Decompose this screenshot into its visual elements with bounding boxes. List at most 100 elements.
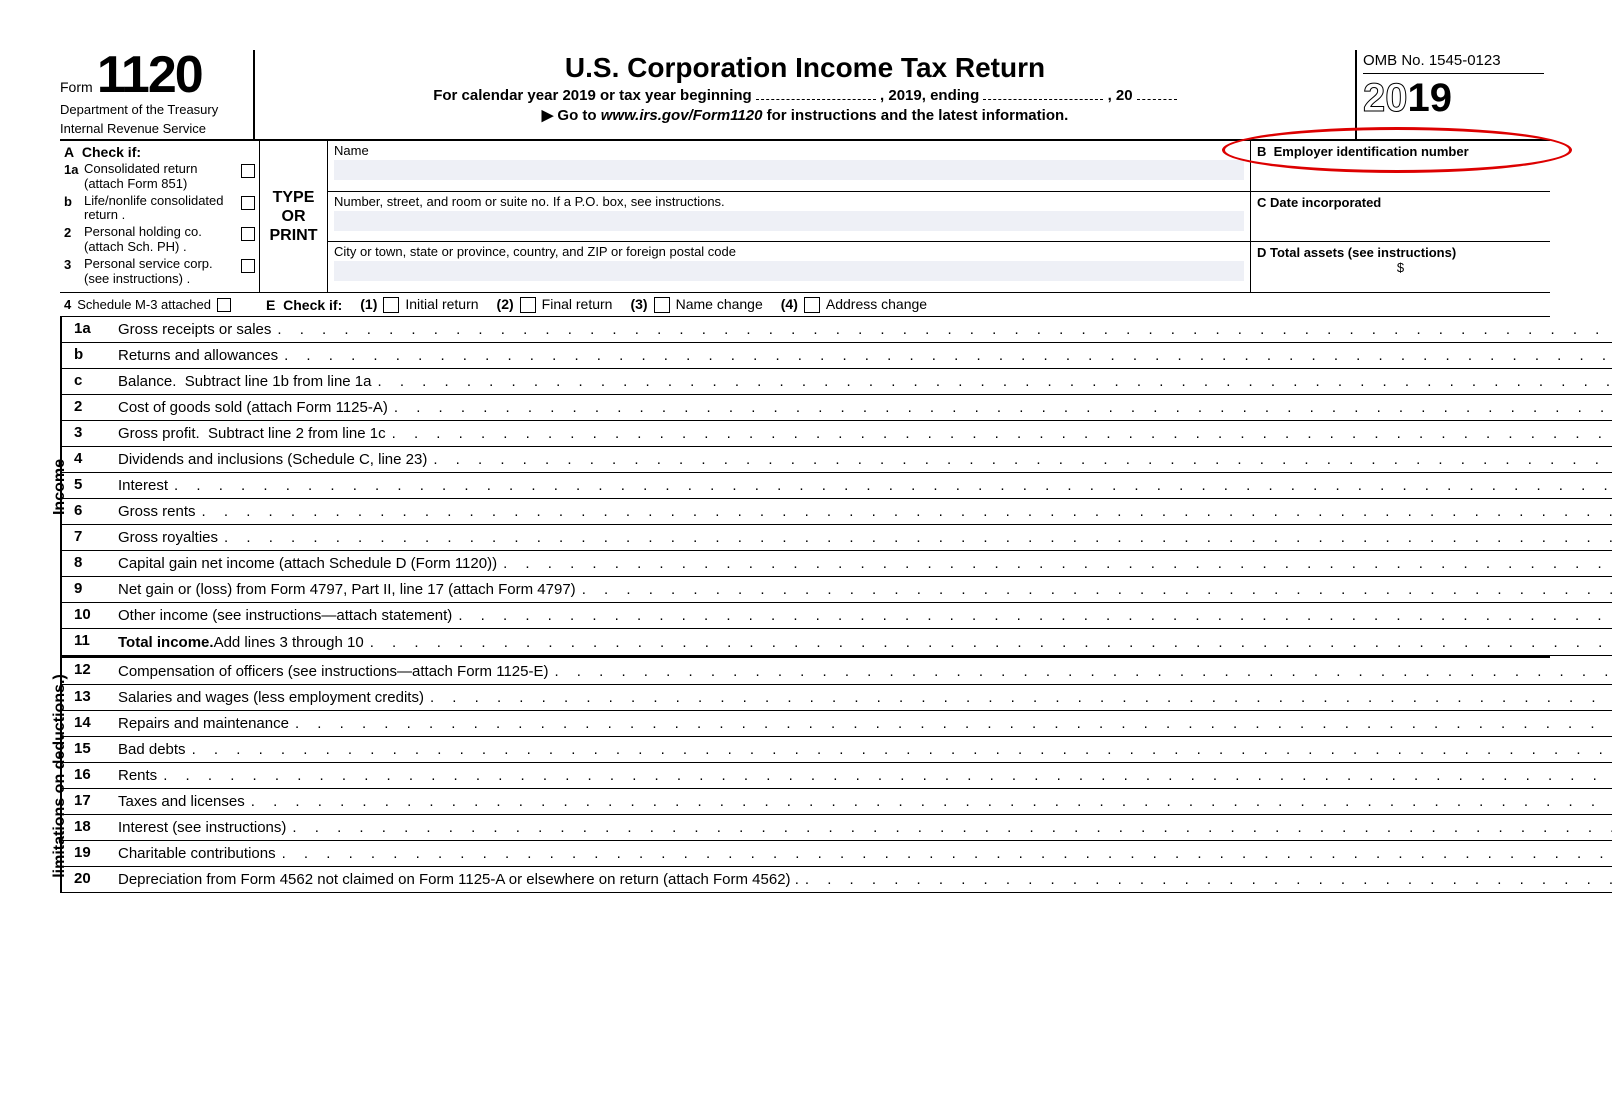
address-input[interactable]: [334, 211, 1244, 231]
line-text: Rents: [114, 763, 1612, 788]
dept-irs: Internal Revenue Service: [60, 122, 249, 137]
line-number: 16: [62, 763, 114, 788]
line-row: 12Compensation of officers (see instruct…: [62, 658, 1612, 685]
line-text: Salaries and wages (less employment cred…: [114, 685, 1612, 710]
b-ein-label: B Employer identification number: [1257, 144, 1469, 159]
line-text: Gross royalties: [114, 525, 1612, 550]
year-end-yy-input[interactable]: [1137, 86, 1177, 100]
income-side-label: Income: [60, 317, 62, 656]
line-row: 6Gross rents6: [62, 499, 1612, 525]
instructions-line: ▶ Go to www.irs.gov/Form1120 for instruc…: [263, 106, 1347, 124]
c-date-label: C Date incorporated: [1257, 195, 1381, 210]
line-row: 14Repairs and maintenance14: [62, 711, 1612, 737]
form-1120: Form 1120 Department of the Treasury Int…: [60, 50, 1550, 893]
bcd-block: B Employer identification number C Date …: [1250, 141, 1550, 293]
d-assets-label: D Total assets (see instructions): [1257, 245, 1456, 260]
line-number: 10: [62, 603, 114, 628]
line-text: Interest (see instructions): [114, 815, 1612, 840]
line-number: 1a: [62, 317, 114, 342]
checkbox-1a[interactable]: [241, 164, 255, 178]
deductions-section: limitations on deductions.) 12Compensati…: [60, 656, 1550, 893]
line-row: 16Rents16: [62, 763, 1612, 789]
line-text: Taxes and licenses: [114, 789, 1612, 814]
checkbox-1b[interactable]: [241, 196, 255, 210]
omb-number: OMB No. 1545-0123: [1363, 52, 1544, 74]
line-text: Compensation of officers (see instructio…: [114, 658, 1612, 684]
city-input[interactable]: [334, 261, 1244, 281]
line-row: cBalance. Subtract line 1b from line 1a1…: [62, 369, 1612, 395]
line-text: Cost of goods sold (attach Form 1125-A): [114, 395, 1612, 420]
a-check-if: A Check if:: [64, 144, 255, 160]
line-row: 5Interest5: [62, 473, 1612, 499]
line-number: 14: [62, 711, 114, 736]
form-number: 1120: [97, 52, 202, 99]
line-text: Gross profit. Subtract line 2 from line …: [114, 421, 1612, 446]
line-number: 18: [62, 815, 114, 840]
line-number: 20: [62, 867, 114, 892]
line-row: 4Dividends and inclusions (Schedule C, l…: [62, 447, 1612, 473]
line-row: 17Taxes and licenses17: [62, 789, 1612, 815]
form-title: U.S. Corporation Income Tax Return: [263, 52, 1347, 84]
deductions-side-label: limitations on deductions.): [60, 658, 62, 893]
line-text: Capital gain net income (attach Schedule…: [114, 551, 1612, 576]
checkbox-4[interactable]: [217, 298, 231, 312]
section-a: A Check if: 1aConsolidated return (attac…: [60, 141, 260, 293]
header-right: OMB No. 1545-0123 2019: [1355, 50, 1550, 139]
line-row: 3Gross profit. Subtract line 2 from line…: [62, 421, 1612, 447]
type-or-print: TYPE OR PRINT: [260, 141, 328, 293]
line-row: 9Net gain or (loss) from Form 4797, Part…: [62, 577, 1612, 603]
line-row: 15Bad debts15: [62, 737, 1612, 763]
line-number: c: [62, 369, 114, 394]
line-row: 18Interest (see instructions)18: [62, 815, 1612, 841]
line-number: 13: [62, 685, 114, 710]
checkbox-final-return[interactable]: [520, 297, 536, 313]
line-number: 9: [62, 577, 114, 602]
line-number: 8: [62, 551, 114, 576]
e-check-row: 4 Schedule M-3 attached E Check if: (1)I…: [60, 293, 1550, 317]
line-number: 12: [62, 658, 114, 684]
address-label: Number, street, and room or suite no. If…: [334, 194, 725, 209]
header-left: Form 1120 Department of the Treasury Int…: [60, 50, 255, 139]
line-row: 13Salaries and wages (less employment cr…: [62, 685, 1612, 711]
line-number: 17: [62, 789, 114, 814]
line-text: Gross rents: [114, 499, 1612, 524]
dept-treasury: Department of the Treasury: [60, 103, 249, 118]
year-begin-input[interactable]: [756, 86, 876, 100]
line-number: b: [62, 343, 114, 368]
checkbox-name-change[interactable]: [654, 297, 670, 313]
line-row: 10Other income (see instructions—attach …: [62, 603, 1612, 629]
line-text: Depreciation from Form 4562 not claimed …: [114, 867, 1612, 892]
line-text: Total income. Add lines 3 through 10▶: [114, 629, 1612, 655]
tax-year: 2019: [1363, 76, 1544, 121]
year-end-input[interactable]: [983, 86, 1103, 100]
line-text: Repairs and maintenance: [114, 711, 1612, 736]
checkbox-address-change[interactable]: [804, 297, 820, 313]
city-label: City or town, state or province, country…: [334, 244, 736, 259]
line-row: 8Capital gain net income (attach Schedul…: [62, 551, 1612, 577]
line-row: 19Charitable contributions19: [62, 841, 1612, 867]
line-number: 19: [62, 841, 114, 866]
line-row: bReturns and allowances1b: [62, 343, 1612, 369]
form-word: Form: [60, 79, 93, 95]
line-text: Balance. Subtract line 1b from line 1a: [114, 369, 1612, 394]
line-text: Bad debts: [114, 737, 1612, 762]
checkbox-3[interactable]: [241, 259, 255, 273]
name-input[interactable]: [334, 160, 1244, 180]
checkbox-initial-return[interactable]: [383, 297, 399, 313]
info-block: A Check if: 1aConsolidated return (attac…: [60, 141, 1550, 294]
form-header: Form 1120 Department of the Treasury Int…: [60, 50, 1550, 141]
line-number: 11: [62, 629, 114, 655]
line-row: 11Total income. Add lines 3 through 10▶1…: [62, 629, 1612, 656]
line-text: Charitable contributions: [114, 841, 1612, 866]
name-address-block: Name Number, street, and room or suite n…: [328, 141, 1250, 293]
tax-year-line: For calendar year 2019 or tax year begin…: [263, 86, 1347, 104]
checkbox-2[interactable]: [241, 227, 255, 241]
line-number: 5: [62, 473, 114, 498]
line-text: Returns and allowances: [114, 343, 1612, 368]
line-text: Interest: [114, 473, 1612, 498]
income-section: Income 1aGross receipts or sales1abRetur…: [60, 317, 1550, 656]
name-label: Name: [334, 143, 369, 158]
line-row: 1aGross receipts or sales1a: [62, 317, 1612, 343]
line-row: 7Gross royalties7: [62, 525, 1612, 551]
line-text: Net gain or (loss) from Form 4797, Part …: [114, 577, 1612, 602]
